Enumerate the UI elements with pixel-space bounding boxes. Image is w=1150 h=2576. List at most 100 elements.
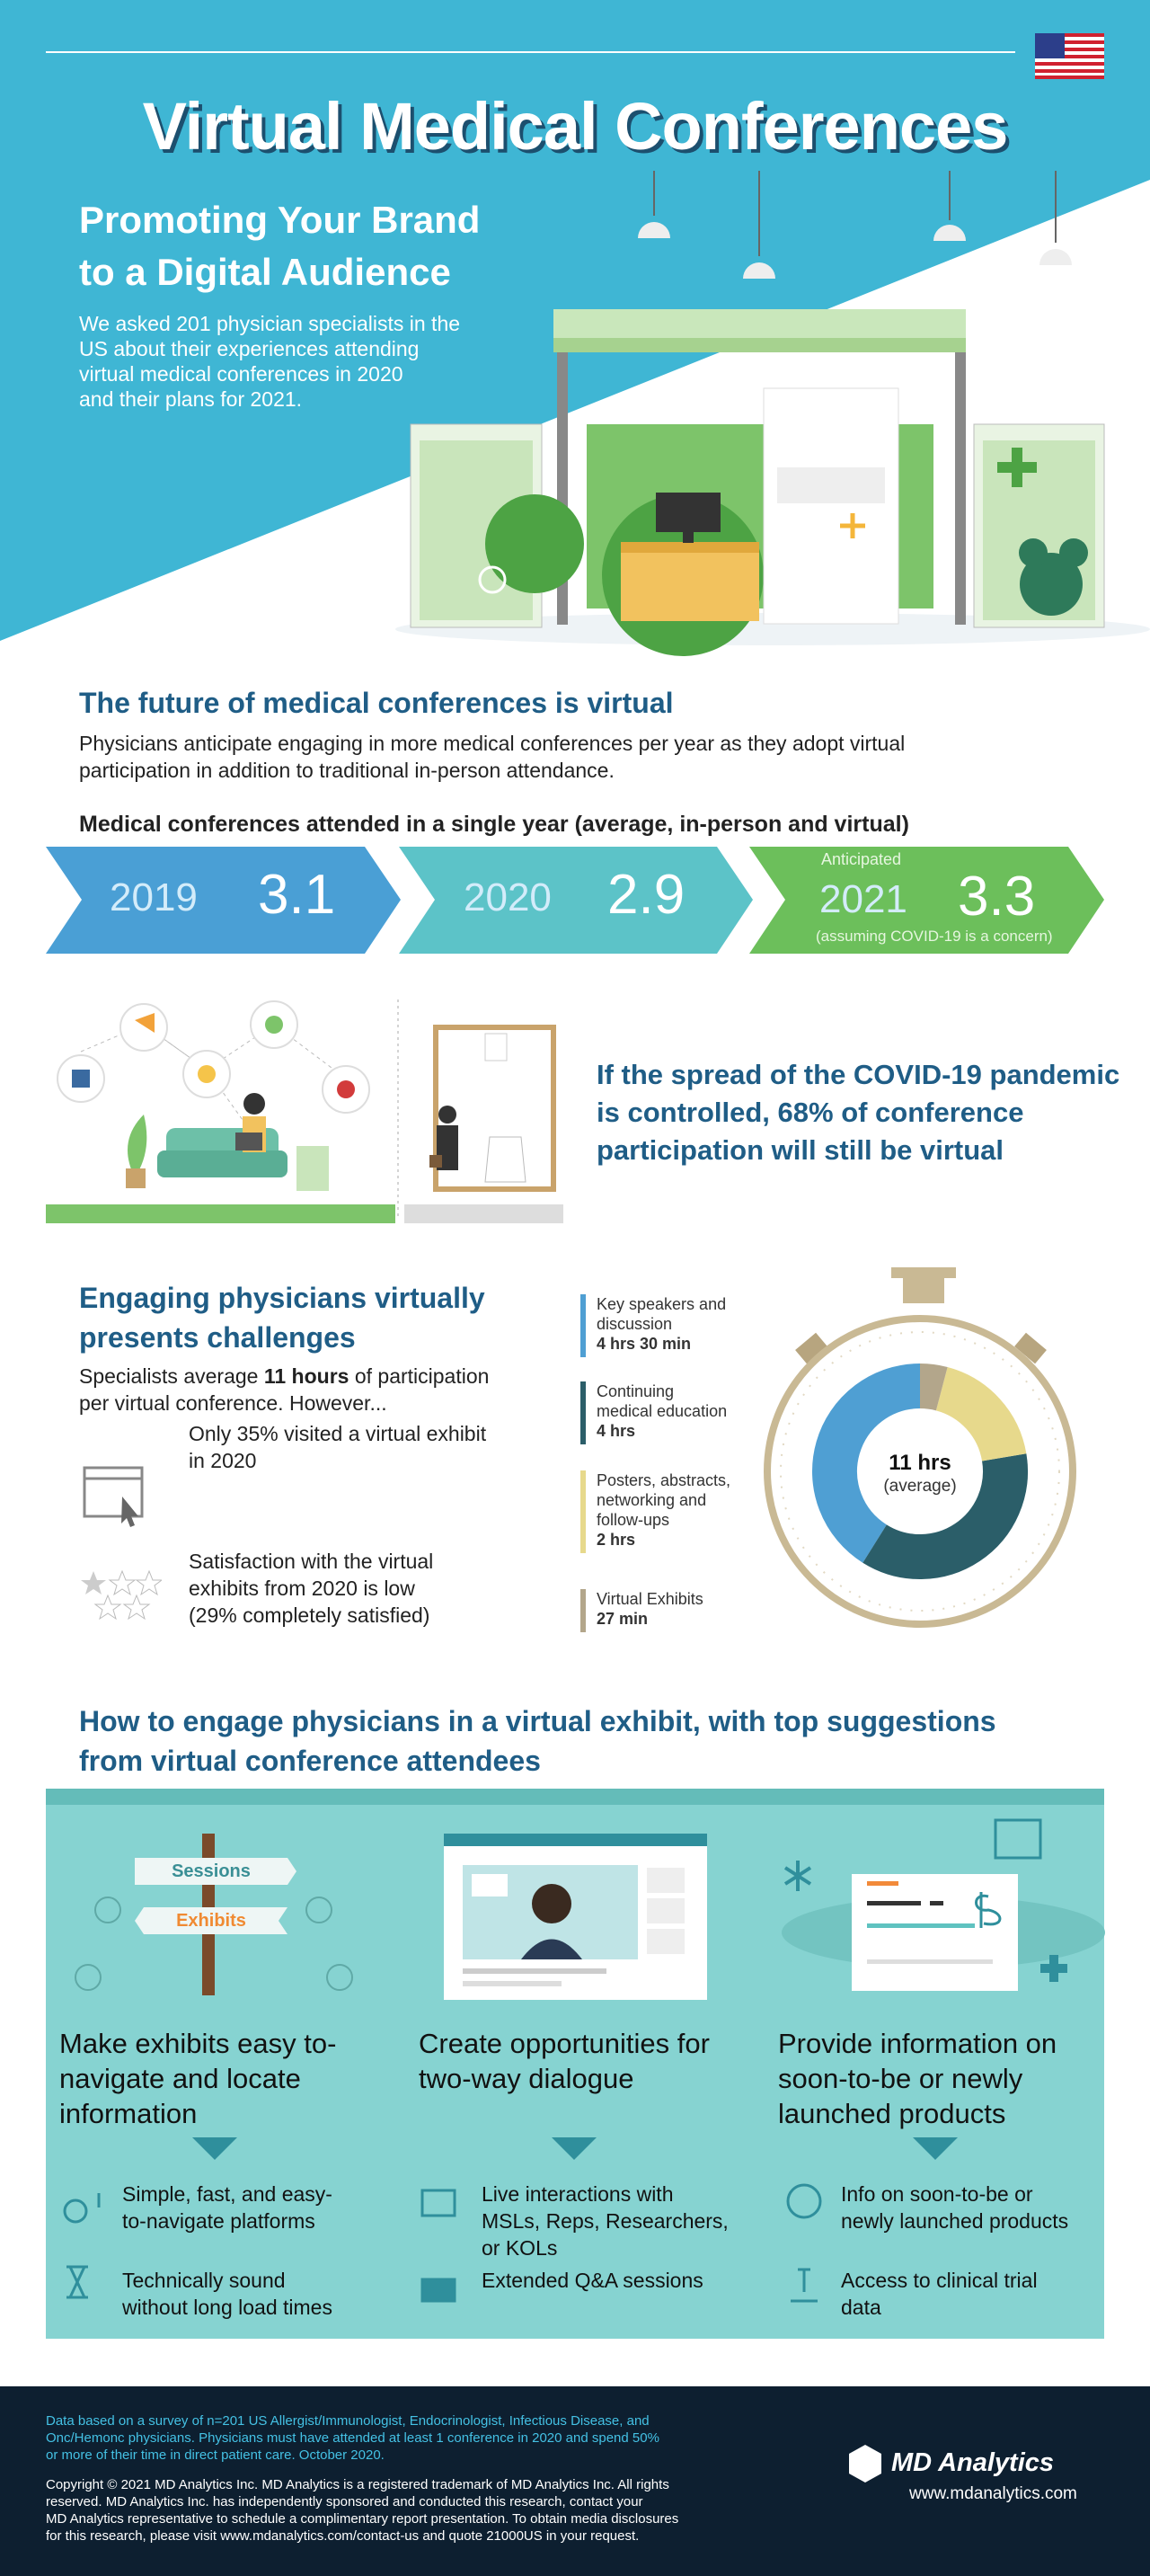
legend-swatch xyxy=(580,1470,586,1553)
legend-swatch xyxy=(580,1381,586,1444)
text: per virtual conference. However... xyxy=(79,1391,387,1415)
text-line: Key speakers and xyxy=(597,1295,727,1313)
remote-illustration xyxy=(46,999,563,1223)
item-icons xyxy=(63,2183,822,2303)
text-line: US about their experiences attending xyxy=(79,337,420,360)
text-line: If the spread of the COVID-19 pandemic xyxy=(597,1059,1120,1090)
chevron-2021 xyxy=(749,847,1104,954)
year: 2020 xyxy=(464,875,552,919)
product-info xyxy=(782,1818,1105,1991)
text-line: or more of their time in direct patient … xyxy=(46,2447,385,2463)
text-line: without long load times xyxy=(122,2296,332,2319)
text-line: newly launched products xyxy=(841,2209,1069,2233)
suggestion: Info on soon-to-be or newly launched prod… xyxy=(841,2181,1068,2234)
year-value: 2.9 xyxy=(607,864,686,926)
donut-segment xyxy=(812,1364,921,1563)
sign: Exhibits xyxy=(176,1911,246,1931)
stopwatch xyxy=(764,1267,1076,1628)
text-line: MD Analytics representative to schedule … xyxy=(46,2511,679,2527)
logo-mark xyxy=(849,2445,881,2483)
text-line: MSLs, Reps, Researchers, xyxy=(482,2209,729,2233)
donut-segment xyxy=(919,1364,948,1411)
text-line: to-navigate platforms xyxy=(122,2209,315,2233)
legend-label: Virtual Exhibits xyxy=(597,1589,703,1609)
fact: Satisfaction with the virtual exhibits fr… xyxy=(189,1548,433,1629)
text-line: How to engage physicians in a virtual ex… xyxy=(79,1705,996,1737)
survey-note: Data based on a survey of n=201 US Aller… xyxy=(46,2412,659,2464)
text-line: Engaging physicians virtually xyxy=(79,1282,485,1314)
chart-label: Medical conferences attended in a single… xyxy=(79,812,909,837)
text-line: Onc/Hemonc physicians. Physicians must h… xyxy=(46,2430,659,2446)
text-line: in 2020 xyxy=(189,1449,257,1472)
text-line: Only 35% visited a virtual exhibit xyxy=(189,1422,487,1445)
text-line: Virtual Exhibits xyxy=(597,1590,703,1608)
text-line: discussion xyxy=(597,1315,673,1333)
text-line: medical education xyxy=(597,1402,728,1420)
title: Virtual Medical Conferences xyxy=(142,89,1009,164)
text-line: participation will still be virtual xyxy=(597,1134,1004,1166)
year-value: 3.1 xyxy=(258,864,336,926)
year-value: 3.3 xyxy=(958,866,1036,928)
text-line: launched products xyxy=(778,2098,1006,2129)
text-line: virtual medical conferences in 2020 xyxy=(79,362,403,386)
text-line: Technically sound xyxy=(122,2269,286,2292)
text-line: or KOLs xyxy=(482,2236,558,2260)
text-line: presents challenges xyxy=(79,1321,356,1354)
text-line: Satisfaction with the virtual xyxy=(189,1550,434,1573)
text-line: exhibits from 2020 is low xyxy=(189,1577,415,1600)
legend-item: Posters, abstracts, networking and follow-… xyxy=(597,1470,730,1550)
year: 2019 xyxy=(110,875,198,919)
legend-label: Continuing medical education xyxy=(597,1381,727,1421)
booth xyxy=(395,171,1150,656)
donut-center-value: 11 hrs xyxy=(889,1451,951,1475)
suggestion: Simple, fast, and easy-to-navigate platf… xyxy=(122,2181,332,2234)
text-line: Provide information on xyxy=(778,2028,1057,2059)
stripe xyxy=(46,1789,1104,1805)
video-screen xyxy=(444,1834,707,2000)
signpost xyxy=(75,1834,353,1995)
text-line: and their plans for 2021. xyxy=(79,387,303,411)
text-line: Live interactions with xyxy=(482,2182,674,2206)
flag xyxy=(1035,33,1104,79)
legend-duration: 4 hrs xyxy=(597,1422,636,1440)
url: www.mdanalytics.com xyxy=(909,2484,1077,2503)
suggestion: Access to clinical trial data xyxy=(841,2267,1038,2321)
sign: Sessions xyxy=(172,1861,251,1881)
section-heading: Engaging physicians virtually presents ch… xyxy=(79,1278,485,1357)
text-line: from virtual conference attendees xyxy=(79,1745,541,1777)
text-line: networking and xyxy=(597,1491,707,1509)
suggestion: Live interactions with MSLs, Reps, Resear… xyxy=(482,2181,729,2261)
text-line: participation in addition to traditional… xyxy=(79,759,615,782)
text-line: Info on soon-to-be or xyxy=(841,2182,1033,2206)
section-heading: The future of medical conferences is vir… xyxy=(79,687,674,719)
intro: We asked 201 physician specialists in th… xyxy=(79,311,460,412)
chevron-2020 xyxy=(399,847,753,954)
text-line: We asked 201 physician specialists in th… xyxy=(79,312,461,335)
donut xyxy=(812,1364,1028,1579)
text-line: reserved. MD Analytics Inc. has independ… xyxy=(46,2494,643,2509)
text-line: is controlled, 68% of conference xyxy=(597,1097,1024,1128)
logo: MD Analytics xyxy=(891,2448,1055,2477)
text-line: Posters, abstracts, xyxy=(597,1471,731,1489)
subtitle: Promoting Your Brand to a Digital Audienc… xyxy=(79,194,480,298)
legend-duration: 4 hrs 30 min xyxy=(597,1335,692,1353)
donut-segment xyxy=(934,1366,1027,1462)
text: Specialists average xyxy=(79,1364,264,1388)
text-line: information xyxy=(59,2098,198,2129)
chevron-2019 xyxy=(46,847,401,954)
text-line: Extended Q&A sessions xyxy=(482,2269,703,2292)
text-line: (29% completely satisfied) xyxy=(189,1603,430,1627)
column-title: Create opportunities for two-way dialogue xyxy=(419,2026,710,2096)
text-line: to a Digital Audience xyxy=(79,251,451,293)
legend-item: Continuing medical education 4 hrs xyxy=(597,1381,727,1441)
note: (assuming COVID-19 is a concern) xyxy=(816,928,1053,945)
section-text: Physicians anticipate engaging in more m… xyxy=(79,730,905,784)
suggestion: Extended Q&A sessions xyxy=(482,2267,703,2294)
text-line: Continuing xyxy=(597,1382,675,1400)
donut-segment xyxy=(862,1453,1028,1579)
text-line: Promoting Your Brand xyxy=(79,199,481,241)
text-line: two-way dialogue xyxy=(419,2063,634,2094)
arrows xyxy=(192,2137,958,2160)
